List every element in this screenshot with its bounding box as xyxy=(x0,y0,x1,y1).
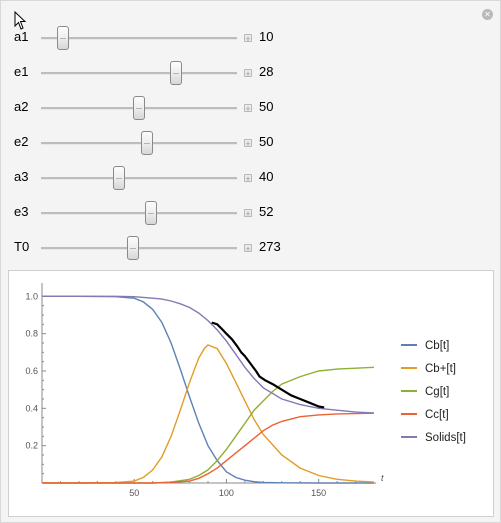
slider-thumb[interactable] xyxy=(133,96,145,120)
slider-track[interactable] xyxy=(41,37,237,40)
slider-row-e2: e2 + 50 xyxy=(0,131,501,155)
line-chart: 50 100 150 0.2 0.4 0.6 0.8 1.0 t Cb[t] Cb+[t] Cg[t… xyxy=(25,283,466,498)
slider-value: 52 xyxy=(259,204,274,219)
y-tick-label: 0.2 xyxy=(25,441,38,451)
y-tick-label: 0.6 xyxy=(25,366,38,376)
slider-thumb[interactable] xyxy=(56,26,69,50)
legend-label: Cc[t] xyxy=(425,409,449,421)
legend-label: Cb+[t] xyxy=(425,363,456,375)
slider-thumb[interactable] xyxy=(144,201,157,225)
plus-icon[interactable]: + xyxy=(244,244,252,254)
plus-icon[interactable]: + xyxy=(244,104,252,114)
x-tick-label: 150 xyxy=(311,488,326,498)
x-tick-label: 50 xyxy=(129,488,139,498)
slider-value: 40 xyxy=(259,169,274,184)
slider-value: 28 xyxy=(259,64,274,79)
slider-row-a2: a2 + 50 xyxy=(0,96,501,120)
slider-label: a2 xyxy=(14,99,29,114)
series-line xyxy=(42,366,375,484)
slider-row-T0: T0 + 273 xyxy=(0,236,501,260)
plus-icon[interactable]: + xyxy=(244,34,252,44)
slider-label: a3 xyxy=(14,169,29,184)
legend-label: Cb[t] xyxy=(425,340,449,352)
slider-row-a1: a1 + 10 xyxy=(0,26,501,50)
freehand-annotation xyxy=(211,321,325,409)
slider-label: e3 xyxy=(14,204,29,219)
slider-row-a3: a3 + 40 xyxy=(0,166,501,190)
plus-icon[interactable]: + xyxy=(244,209,252,219)
slider-label: T0 xyxy=(14,239,30,254)
legend-label: Cg[t] xyxy=(425,386,449,398)
series-line xyxy=(42,344,375,484)
slider-track[interactable] xyxy=(41,212,237,215)
slider-row-e1: e1 + 28 xyxy=(0,61,501,85)
plot-panel: 50 100 150 0.2 0.4 0.6 0.8 1.0 t Cb[t] Cb+[t] Cg[t… xyxy=(8,270,494,517)
y-tick-label: 0.8 xyxy=(25,329,38,339)
slider-track[interactable] xyxy=(41,72,237,75)
series-line xyxy=(42,412,375,484)
y-tick-label: 1.0 xyxy=(25,291,38,301)
legend-label: Solids[t] xyxy=(425,432,466,444)
slider-value: 50 xyxy=(259,99,274,114)
plus-icon[interactable]: + xyxy=(244,139,252,149)
slider-row-e3: e3 + 52 xyxy=(0,201,501,225)
slider-thumb[interactable] xyxy=(140,131,153,155)
x-axis-label: t xyxy=(381,473,384,483)
slider-track[interactable] xyxy=(41,142,237,145)
series-line xyxy=(42,295,374,484)
y-tick-label: 0.4 xyxy=(25,403,38,413)
slider-thumb[interactable] xyxy=(170,61,183,85)
slider-thumb[interactable] xyxy=(127,236,140,260)
slider-track[interactable] xyxy=(41,177,237,180)
slider-label: a1 xyxy=(14,29,29,44)
slider-value: 10 xyxy=(259,29,274,44)
slider-value: 50 xyxy=(259,134,274,149)
plus-icon[interactable]: + xyxy=(244,174,252,184)
x-tick-label: 100 xyxy=(219,488,234,498)
mouse-pointer-icon xyxy=(14,11,27,30)
slider-label: e1 xyxy=(14,64,29,79)
slider-thumb[interactable] xyxy=(113,166,126,190)
slider-label: e2 xyxy=(14,134,29,149)
slider-value: 273 xyxy=(259,239,281,254)
series-line xyxy=(42,295,375,414)
close-icon[interactable]: ✕ xyxy=(482,9,493,20)
plus-icon[interactable]: + xyxy=(244,69,252,79)
